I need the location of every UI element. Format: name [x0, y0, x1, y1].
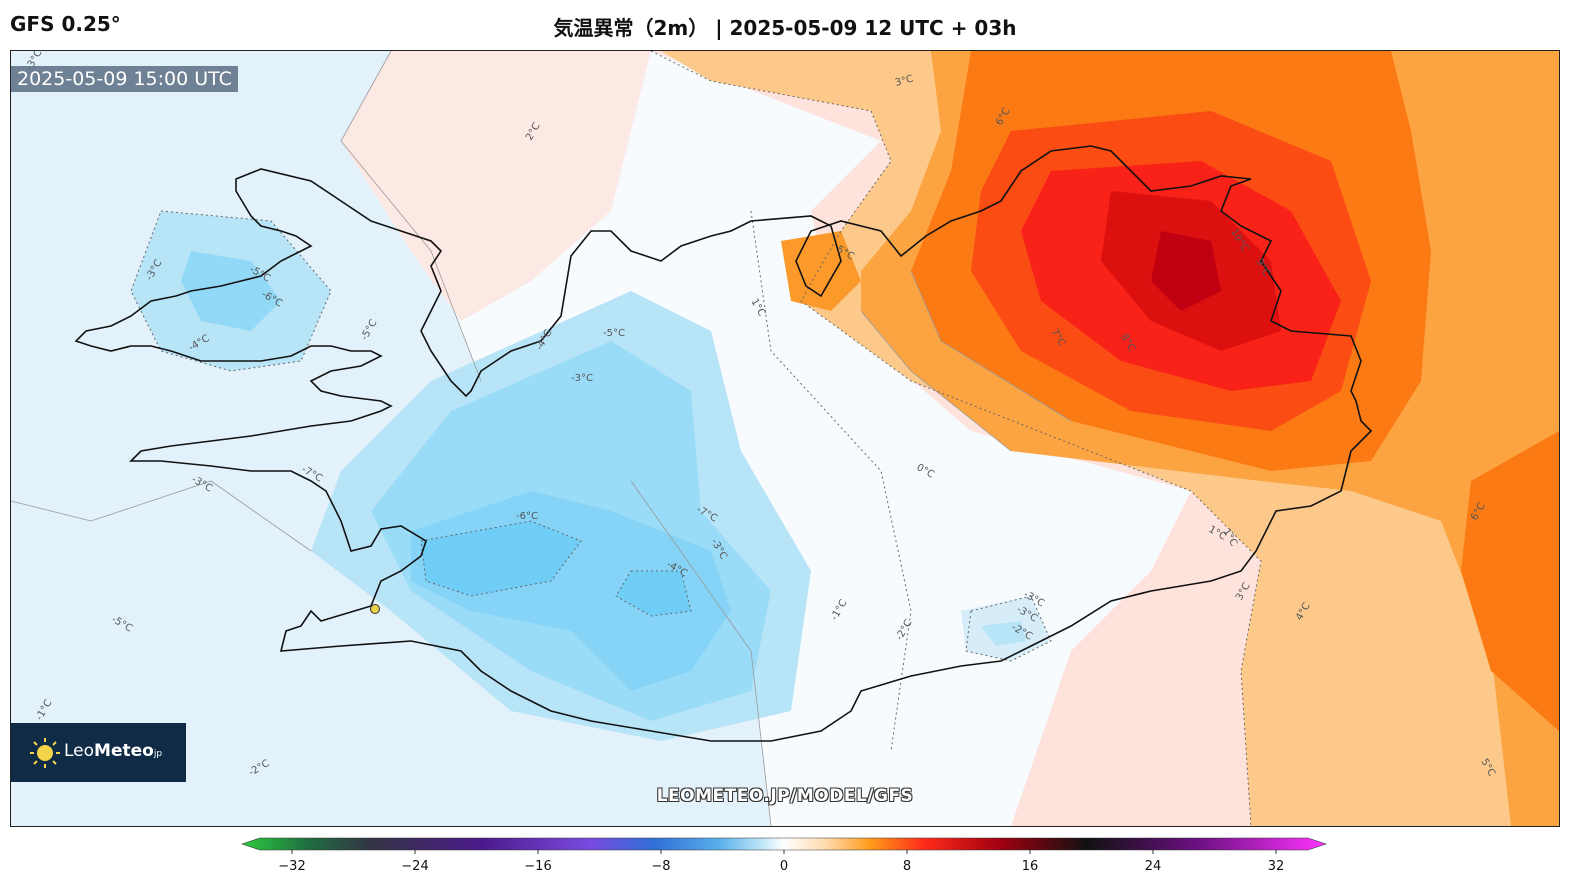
solid-contours — [11, 51, 1072, 826]
colorbar-gradient — [241, 837, 1327, 851]
cold-zone-minimum — [421, 521, 581, 596]
darkred-zone — [1151, 231, 1221, 311]
colorbar-tick-label: −24 — [401, 859, 428, 874]
dotted-contours — [130, 51, 1262, 826]
anomaly-map: -3°C-2°C2°C3°C-5°C-6°C-4°C-3°C-5°C -5°C-3… — [11, 51, 1559, 826]
warm-zone-north — [341, 51, 651, 321]
logo-brand-bold: Meteo — [94, 741, 154, 761]
colorbar-ticks: −32 −24 −16 −8 0 8 16 24 32 — [278, 850, 1284, 874]
colorbar-tick-label: 16 — [1022, 859, 1039, 874]
contour-label: -3°C — [571, 373, 593, 384]
valid-time-badge: 2025-05-09 15:00 UTC — [11, 66, 238, 92]
colorbar-tick-label: −16 — [524, 859, 551, 874]
orange-dark-zone-se — [1461, 431, 1559, 731]
model-label: GFS 0.25° — [10, 12, 121, 36]
cold-zone-east-core — [981, 621, 1026, 646]
contour-label: 3°C — [894, 74, 915, 89]
chart-title: 気温異常（2m） | 2025-05-09 12 UTC + 03h — [553, 16, 1017, 40]
colorbar-tick-label: 8 — [903, 859, 911, 874]
sun-icon — [30, 738, 60, 768]
colorbar-tick-label: 24 — [1145, 859, 1162, 874]
contour-label: -5°C — [603, 328, 625, 339]
logo-suffix: jp — [153, 749, 163, 759]
logo-text: LeoMeteojp — [64, 741, 162, 761]
cold-zone-west-core — [181, 251, 281, 331]
map-area[interactable]: -3°C -2°C 2°C 3°C -5°C -6°C -4°C -3°C -5°C -5°C -3… — [10, 50, 1560, 827]
contour-label: -6°C — [516, 511, 538, 522]
colorbar-tick-label: 32 — [1268, 859, 1285, 874]
colorbar-tick-label: −8 — [651, 859, 670, 874]
coastline-iceland — [74, 145, 1373, 742]
colorbar: −32 −24 −16 −8 0 8 16 24 32 — [241, 837, 1327, 874]
watermark-url: LEOMETEO.JP/MODEL/GFS — [656, 786, 914, 806]
leometeo-logo[interactable]: LeoMeteojp — [11, 723, 186, 782]
colorbar-tick-label: 0 — [780, 859, 788, 874]
colorbar-tick-label: −32 — [278, 859, 305, 874]
logo-brand-light: Leo — [64, 741, 95, 761]
location-marker[interactable] — [370, 604, 380, 614]
cold-zone-minimum-2 — [616, 571, 691, 616]
